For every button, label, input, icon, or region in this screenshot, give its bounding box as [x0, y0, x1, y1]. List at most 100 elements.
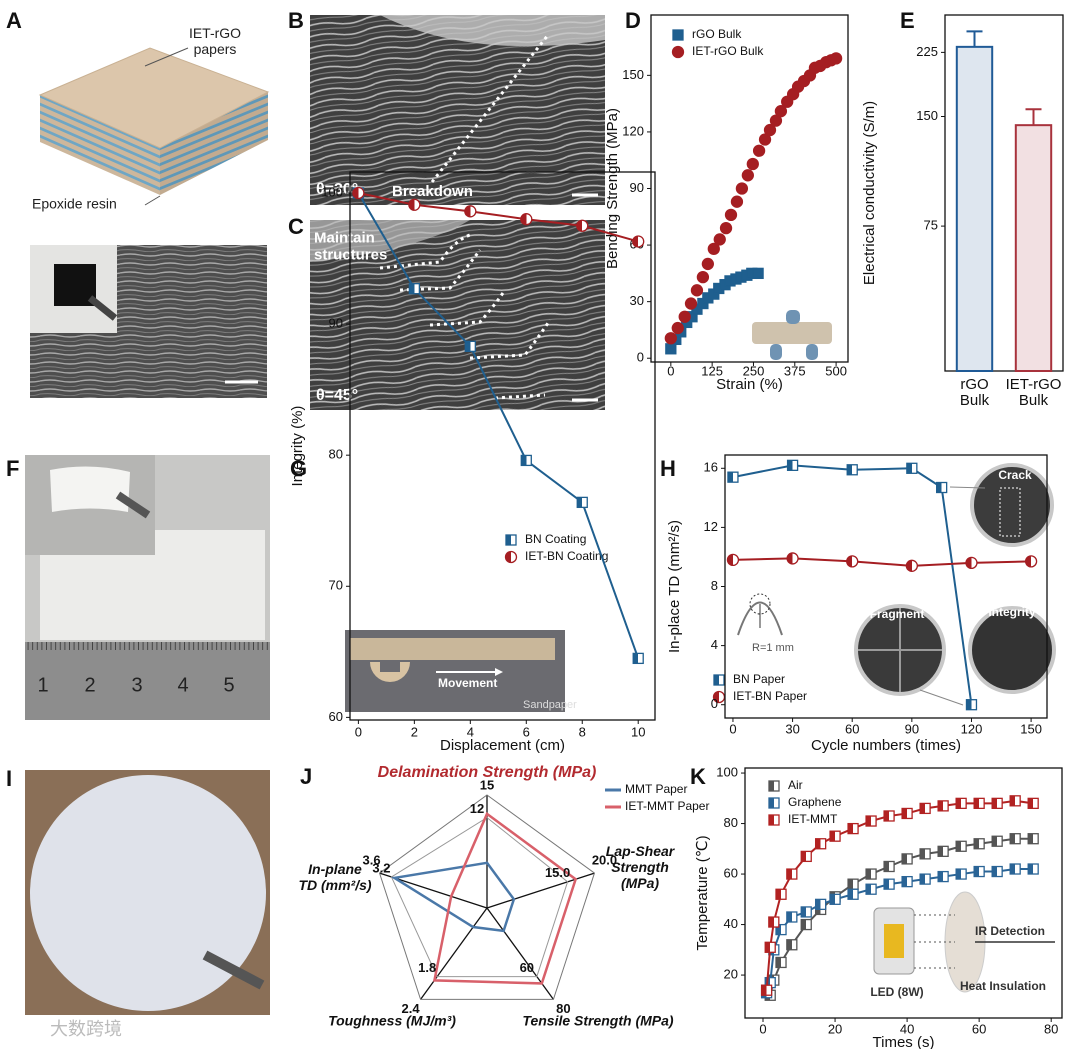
dotted-line [429, 289, 507, 327]
axis-tick-label: 12 [470, 801, 484, 816]
spoke [486, 907, 554, 1000]
y-tick-label: 90 [329, 316, 343, 331]
marker [664, 332, 677, 345]
spoke [420, 907, 488, 1000]
marker [775, 956, 787, 969]
text-line: Bulk [960, 392, 990, 409]
leader-line [144, 47, 189, 67]
panel-label: A [6, 8, 22, 33]
support [770, 344, 782, 360]
legend-label: IET-BN Paper [733, 689, 807, 703]
marker [786, 868, 798, 880]
marker [758, 133, 772, 146]
marker [576, 496, 588, 509]
x-tick-label: 6 [523, 724, 530, 739]
panel-label: G [290, 456, 307, 481]
legend-swatch [713, 674, 725, 686]
marker [735, 182, 749, 195]
block-side [40, 95, 160, 195]
marker [726, 553, 740, 567]
panel-label: J [300, 764, 312, 789]
axis-max-label: 15 [480, 777, 494, 792]
sem-bright [380, 15, 605, 47]
legend-swatch [768, 814, 780, 826]
text-line: IET-rGO [1006, 376, 1062, 393]
annotation: Fragment [870, 607, 925, 621]
axis-max-label: 20.0 [592, 853, 617, 868]
annotation: θ=45° [316, 387, 358, 404]
dotted-line [399, 249, 482, 292]
marker [719, 221, 733, 235]
marker [883, 860, 895, 873]
annotation: Heat Insulation [960, 979, 1046, 993]
watermark: 大数跨境 [50, 1019, 122, 1039]
marker [1024, 555, 1038, 568]
marker [769, 114, 783, 127]
sample-photo [968, 606, 1056, 694]
spoke [486, 872, 595, 909]
marker [690, 284, 704, 297]
marker [955, 797, 967, 810]
marker [937, 800, 949, 812]
x-tick-label: 500 [825, 363, 847, 378]
marker [973, 865, 985, 878]
led [884, 924, 904, 958]
axis-max-label: 2.4 [402, 1001, 421, 1016]
annotation: Crack [998, 468, 1032, 482]
y-tick-label: 16 [704, 460, 718, 475]
annotation: Breakdown [392, 183, 473, 200]
annotation: IR Detection [975, 924, 1045, 938]
marker [520, 213, 533, 226]
marker [707, 242, 720, 255]
y-tick-label: 4 [711, 637, 718, 652]
y-tick-label: 12 [704, 519, 718, 534]
legend-label: IET-MMT [788, 812, 838, 826]
marker [965, 556, 978, 570]
beam [752, 322, 832, 344]
axis-name: Tensile Strength (MPa) [522, 1013, 674, 1029]
x-tick-label: 30 [785, 721, 799, 736]
text-line: TD (mm²/s) [298, 877, 371, 893]
marker [727, 471, 739, 483]
marker [775, 888, 787, 900]
x-axis-label: Times (s) [873, 1034, 935, 1049]
marker [846, 464, 858, 476]
marker [775, 923, 787, 936]
ruler [25, 642, 270, 720]
x-tick-label: 0 [729, 721, 736, 736]
bend-radius [749, 593, 771, 615]
series-line [358, 191, 639, 243]
legend-label: Graphene [788, 795, 842, 809]
marker [865, 868, 877, 880]
x-tick-label: 250 [743, 363, 765, 378]
y-tick-label: 150 [916, 108, 938, 123]
marker [724, 208, 738, 222]
marker [786, 552, 799, 565]
legend-label: MMT Paper [625, 782, 687, 796]
marker [576, 219, 589, 232]
marker [764, 941, 776, 953]
tweezers [202, 950, 265, 990]
marker [991, 835, 1003, 847]
text-line: (MPa) [621, 875, 659, 891]
y-tick-label: 40 [724, 916, 738, 931]
x-tick-label: 60 [972, 1021, 986, 1036]
marker [786, 459, 799, 471]
x-tick-label: 0 [759, 1021, 766, 1036]
y-tick-label: 100 [716, 764, 738, 779]
marker [965, 699, 978, 711]
series-line [357, 192, 640, 659]
bent-paper [50, 466, 130, 512]
y-tick-label: 60 [329, 709, 343, 724]
marker [901, 875, 913, 888]
marker [671, 321, 684, 335]
axis-tick-label: 3.2 [372, 860, 390, 875]
text-line: structures [314, 246, 387, 263]
marker [800, 906, 812, 918]
y-tick-label: 0 [711, 696, 718, 711]
radar-series [390, 861, 516, 933]
panel-label: E [900, 8, 915, 33]
axis-tick-label: 1.8 [418, 960, 436, 975]
marker [1027, 863, 1039, 875]
panel-label: F [6, 456, 19, 481]
